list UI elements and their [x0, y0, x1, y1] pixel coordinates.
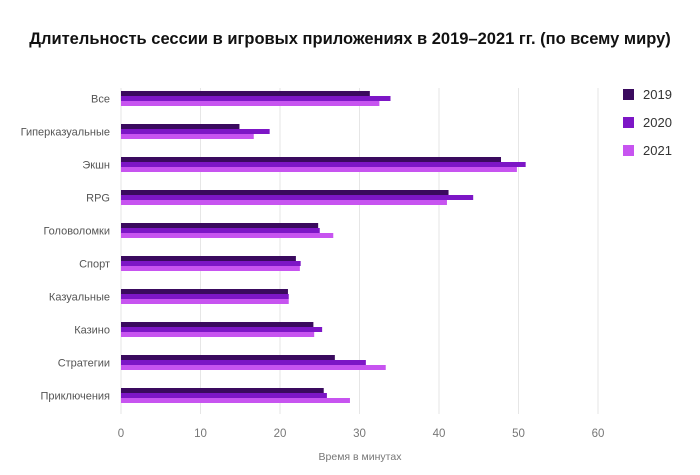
category-label: Стратегии: [58, 358, 110, 370]
category-label: Экшн: [82, 160, 110, 172]
legend-label-2021: 2021: [643, 142, 672, 158]
bar-2021: [121, 299, 289, 304]
bar-2020: [121, 129, 270, 134]
bar-2020: [121, 261, 301, 266]
legend: 2019 2020 2021: [623, 86, 672, 158]
x-tick-label: 40: [433, 428, 446, 440]
category-label: Казино: [74, 325, 110, 337]
bar-2019: [121, 355, 335, 360]
bar-2020: [121, 195, 474, 200]
bar-2020: [121, 96, 391, 101]
bar-2020: [121, 162, 526, 167]
bar-2019: [121, 124, 240, 129]
category-label: Гиперказуальные: [21, 127, 110, 139]
bar-2020: [121, 294, 289, 299]
bar-2021: [121, 167, 517, 172]
x-tick-label: 20: [274, 428, 287, 440]
bar-2019: [121, 322, 314, 327]
legend-swatch-2019: [623, 88, 634, 100]
bar-2020: [121, 360, 366, 365]
x-tick-label: 30: [353, 428, 366, 440]
bar-2021: [121, 266, 300, 271]
bar-2019: [121, 289, 288, 294]
category-label: Приключения: [40, 391, 110, 403]
legend-label-2019: 2019: [643, 86, 672, 102]
legend-swatch-2021: [623, 144, 634, 156]
bar-2019: [121, 256, 296, 261]
bar-2021: [121, 365, 386, 370]
bar-2021: [121, 332, 315, 337]
x-tick-label: 50: [512, 428, 525, 440]
legend-label-2020: 2020: [643, 114, 672, 130]
legend-swatch-2020: [623, 116, 634, 128]
bar-2019: [121, 157, 502, 162]
bar-2020: [121, 228, 320, 233]
category-label: Казуальные: [49, 292, 110, 304]
x-axis-label: Время в минутах: [318, 451, 402, 463]
legend-item-2021: 2021: [623, 142, 672, 158]
bar-2021: [121, 398, 350, 403]
bar-2021: [121, 200, 447, 205]
x-tick-label: 10: [194, 428, 207, 440]
category-label: RPG: [86, 193, 110, 205]
bar-2021: [121, 233, 334, 238]
bar-2021: [121, 134, 254, 139]
x-tick-label: 0: [118, 428, 124, 440]
chart-title: Длительность сессии в игровых приложения…: [29, 30, 671, 48]
legend-item-2019: 2019: [623, 86, 672, 102]
legend-item-2020: 2020: [623, 114, 672, 130]
bar-2020: [121, 393, 327, 398]
category-label: Головоломки: [43, 226, 110, 238]
category-label: Все: [91, 94, 110, 106]
bar-2019: [121, 190, 449, 195]
bar-2019: [121, 91, 370, 96]
category-label: Спорт: [79, 259, 110, 271]
bar-2019: [121, 223, 319, 228]
x-tick-label: 60: [592, 428, 605, 440]
bar-2021: [121, 101, 380, 106]
bar-2019: [121, 388, 324, 393]
bar-2020: [121, 327, 323, 332]
